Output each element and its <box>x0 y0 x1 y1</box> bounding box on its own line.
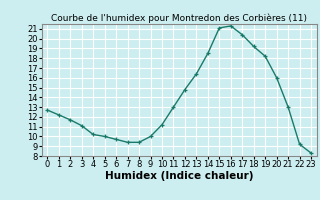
Title: Courbe de l'humidex pour Montredon des Corbières (11): Courbe de l'humidex pour Montredon des C… <box>51 14 307 23</box>
X-axis label: Humidex (Indice chaleur): Humidex (Indice chaleur) <box>105 171 253 181</box>
